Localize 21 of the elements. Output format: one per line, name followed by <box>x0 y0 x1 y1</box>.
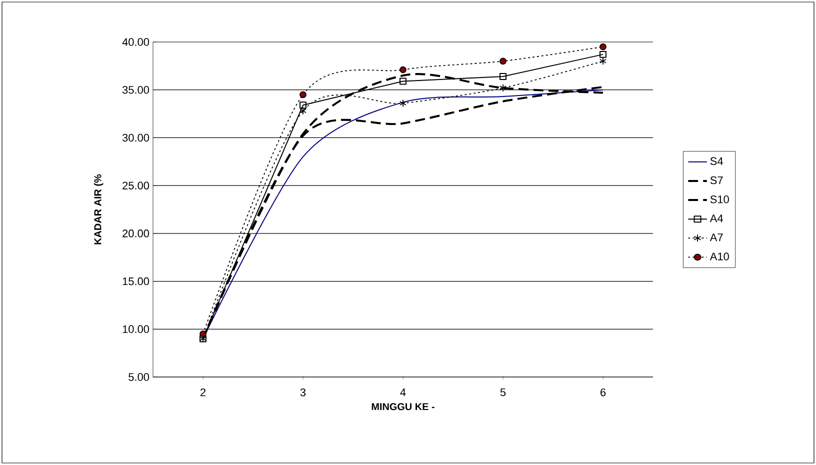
legend-label: A4 <box>710 214 723 222</box>
legend-label: S4 <box>710 157 723 166</box>
legend-label: S10 <box>710 195 729 204</box>
legend-label: A7 <box>710 234 723 242</box>
x-tick-label: 4 <box>400 388 406 396</box>
y-tick-label: 10.00 <box>122 325 150 334</box>
y-tick-label: 15.00 <box>122 277 150 286</box>
legend-label: S7 <box>710 176 723 184</box>
y-tick-label: 40.00 <box>122 38 150 46</box>
x-tick-label: 5 <box>500 388 506 396</box>
y-tick-label: 35.00 <box>122 86 150 94</box>
legend-label: A10 <box>710 252 729 260</box>
x-tick-label: 2 <box>200 388 206 396</box>
y-tick-label: 20.00 <box>122 230 150 238</box>
y-tick-label: 25.00 <box>122 182 150 190</box>
y-axis-title: KADAR AIR (% <box>94 174 104 244</box>
x-tick-label: 3 <box>300 388 306 396</box>
y-tick-label: 5.00 <box>128 373 150 381</box>
x-tick-label: 6 <box>600 388 606 396</box>
x-axis-title: MINGGU KE - <box>372 403 434 410</box>
y-tick-label: 30.00 <box>122 134 150 142</box>
